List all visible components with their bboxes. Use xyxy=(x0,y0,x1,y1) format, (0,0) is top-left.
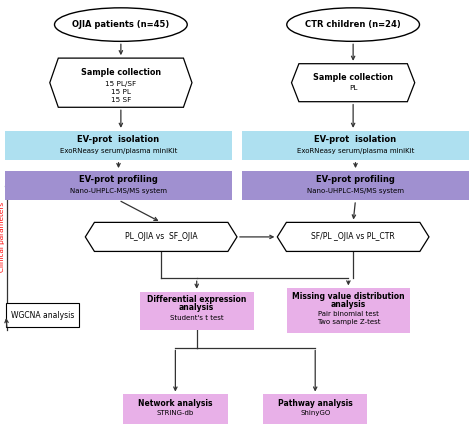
Text: ExoRNeasy serum/plasma miniKit: ExoRNeasy serum/plasma miniKit xyxy=(297,148,414,154)
Text: analysis: analysis xyxy=(331,300,366,309)
Text: EV-prot profiling: EV-prot profiling xyxy=(316,175,395,184)
FancyBboxPatch shape xyxy=(263,395,367,424)
Text: PL: PL xyxy=(349,85,357,91)
FancyBboxPatch shape xyxy=(242,171,469,200)
Text: PL_OJIA vs  SF_OJIA: PL_OJIA vs SF_OJIA xyxy=(125,232,198,241)
Text: Missing value distribution: Missing value distribution xyxy=(292,292,405,301)
Ellipse shape xyxy=(287,8,419,42)
Text: OJIA patients (n=45): OJIA patients (n=45) xyxy=(72,20,170,29)
Text: EV-prot profiling: EV-prot profiling xyxy=(79,175,158,184)
Text: EV-prot  isolation: EV-prot isolation xyxy=(314,135,397,144)
FancyBboxPatch shape xyxy=(123,395,228,424)
Text: ExoRNeasy serum/plasma miniKit: ExoRNeasy serum/plasma miniKit xyxy=(60,148,177,154)
Text: Clinical parameters: Clinical parameters xyxy=(0,202,5,272)
Polygon shape xyxy=(50,58,192,107)
Text: 15 SF: 15 SF xyxy=(111,97,131,103)
FancyBboxPatch shape xyxy=(5,131,232,160)
Polygon shape xyxy=(85,223,237,251)
Text: ShinyGO: ShinyGO xyxy=(300,410,330,417)
Polygon shape xyxy=(277,223,429,251)
Text: Two sample Z-test: Two sample Z-test xyxy=(317,319,380,325)
Text: Nano-UHPLC-MS/MS system: Nano-UHPLC-MS/MS system xyxy=(70,188,167,194)
Ellipse shape xyxy=(55,8,187,42)
Text: analysis: analysis xyxy=(179,304,214,312)
FancyBboxPatch shape xyxy=(6,303,79,327)
Text: Pair binomial test: Pair binomial test xyxy=(318,311,379,317)
FancyBboxPatch shape xyxy=(287,288,410,333)
Text: SF/PL _OJIA vs PL_CTR: SF/PL _OJIA vs PL_CTR xyxy=(311,232,395,241)
FancyBboxPatch shape xyxy=(5,171,232,200)
Text: Student's t test: Student's t test xyxy=(170,315,224,321)
FancyBboxPatch shape xyxy=(140,291,254,330)
Text: CTR children (n=24): CTR children (n=24) xyxy=(305,20,401,29)
Text: 15 PL: 15 PL xyxy=(111,89,131,95)
Text: Nano-UHPLC-MS/MS system: Nano-UHPLC-MS/MS system xyxy=(307,188,404,194)
Text: EV-prot  isolation: EV-prot isolation xyxy=(77,135,160,144)
Text: STRING-db: STRING-db xyxy=(157,410,194,417)
FancyBboxPatch shape xyxy=(242,131,469,160)
Text: Sample collection: Sample collection xyxy=(81,68,161,77)
Text: Pathway analysis: Pathway analysis xyxy=(278,399,353,408)
Text: Sample collection: Sample collection xyxy=(313,73,393,82)
Text: WGCNA analysis: WGCNA analysis xyxy=(11,311,74,320)
Text: Differential expression: Differential expression xyxy=(147,295,246,304)
Text: 15 PL/SF: 15 PL/SF xyxy=(105,81,137,87)
Text: Network analysis: Network analysis xyxy=(138,399,213,408)
Polygon shape xyxy=(292,64,415,102)
